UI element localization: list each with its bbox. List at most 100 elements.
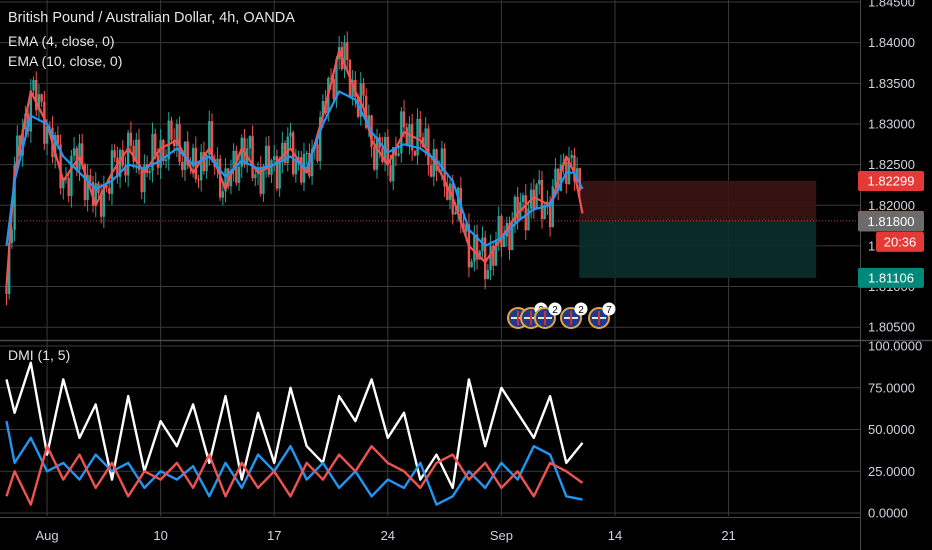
candle-body [575, 168, 579, 182]
candle-body [151, 133, 154, 172]
candle-body [397, 153, 400, 156]
candle-body [270, 160, 273, 175]
candle-body [113, 150, 116, 158]
candle-body [413, 150, 417, 156]
time-tick-label: Aug [35, 528, 58, 543]
event-count-badge [574, 302, 588, 316]
candle-body [102, 185, 106, 217]
event-count-label: 2 [578, 305, 584, 316]
candle-body [486, 270, 490, 280]
symbol-title[interactable]: British Pound / Australian Dollar, 4h, O… [8, 10, 295, 26]
time-axis[interactable]: Aug 10 17 24 Sep 14 21 [35, 528, 735, 543]
ema-slow-legend[interactable]: EMA (10, close, 0) [8, 53, 123, 69]
candle-body [37, 94, 41, 111]
candle-body [227, 168, 230, 187]
candle-body [181, 161, 184, 170]
candle-body [540, 180, 544, 220]
candle-body [367, 115, 371, 128]
event-count-badge [548, 302, 562, 316]
candle-body [83, 164, 87, 201]
candle-body [278, 162, 281, 189]
candle-body [251, 136, 254, 178]
countdown-tag [876, 231, 924, 252]
candle-body [294, 159, 298, 175]
candle-body [410, 124, 414, 151]
candle-body [162, 139, 165, 162]
countdown-label: 20:36 [884, 234, 917, 249]
candle-body [237, 166, 241, 183]
event-markers[interactable]: 2227 [507, 302, 616, 329]
dmi-tick-label: 75.0000 [868, 380, 915, 395]
candle-body [89, 175, 92, 183]
price-tick-label: 1.84500 [868, 0, 915, 10]
candle-body [56, 135, 60, 145]
entry-price-tag-label: 1.81800 [868, 214, 915, 229]
candle-body [405, 127, 408, 146]
candle-body [13, 164, 16, 230]
candle-body [429, 165, 433, 177]
candle-body [508, 222, 511, 251]
candle-body [159, 139, 162, 168]
candle-body [264, 145, 268, 167]
candle-body [254, 174, 257, 178]
dmi-tick-label: 0.0000 [868, 506, 908, 521]
candle-body [321, 101, 325, 118]
price-tick-label: 1.83000 [868, 116, 915, 131]
candle-body [70, 155, 73, 197]
ema-fast-legend[interactable]: EMA (4, close, 0) [8, 33, 115, 49]
candle-body [300, 157, 303, 183]
candle-body [137, 139, 141, 171]
candle-body [200, 152, 203, 181]
candle-body [389, 165, 392, 182]
candle-body [259, 167, 262, 194]
candle-body [229, 170, 233, 187]
candle-body [416, 118, 419, 156]
candle-body [140, 170, 143, 193]
candle-body [470, 261, 473, 268]
candle-body [40, 94, 43, 102]
candle-body [210, 121, 214, 160]
candle-body [81, 143, 84, 165]
price-tick-label: 1.82500 [868, 157, 915, 172]
candle-body [154, 133, 157, 156]
candle-body [62, 178, 65, 189]
dmi-lines [5, 361, 584, 506]
candle-body [126, 132, 130, 176]
candle-body [21, 129, 24, 156]
candle-body [72, 148, 76, 156]
candle-body [45, 126, 49, 144]
candle-body [164, 159, 168, 162]
candle-body [524, 195, 527, 231]
candle-body [511, 223, 514, 251]
candle-body [500, 216, 503, 248]
candle-body [170, 120, 173, 140]
candle-body [319, 117, 322, 161]
price-tick-label: 1.80500 [868, 320, 915, 335]
dmi-legend[interactable]: DMI (1, 5) [8, 347, 71, 363]
position-zones[interactable] [0, 180, 860, 278]
candle-body [191, 147, 195, 167]
candle-body [400, 111, 403, 154]
dmi-axis[interactable]: 100.0000 75.0000 50.0000 25.0000 0.0000 [868, 339, 922, 521]
candle-body [205, 154, 208, 172]
candle-body [521, 195, 525, 203]
ema-slow-line [5, 90, 584, 247]
candle-body [394, 147, 398, 156]
candle-body [275, 156, 279, 189]
candle-body [105, 185, 108, 188]
candle-body [221, 191, 225, 198]
stop-price-tag-label: 1.82299 [868, 173, 915, 188]
dmi-minus-line [5, 445, 584, 506]
time-tick-label: 17 [267, 528, 281, 543]
candle-body [473, 234, 476, 262]
candle-body [310, 148, 314, 177]
candle-body [32, 80, 35, 91]
candle-body [232, 150, 235, 171]
candle-body [502, 236, 506, 248]
candle-body [135, 139, 138, 162]
candle-body [86, 175, 89, 201]
candle-body [224, 168, 227, 192]
candle-body [143, 164, 146, 193]
